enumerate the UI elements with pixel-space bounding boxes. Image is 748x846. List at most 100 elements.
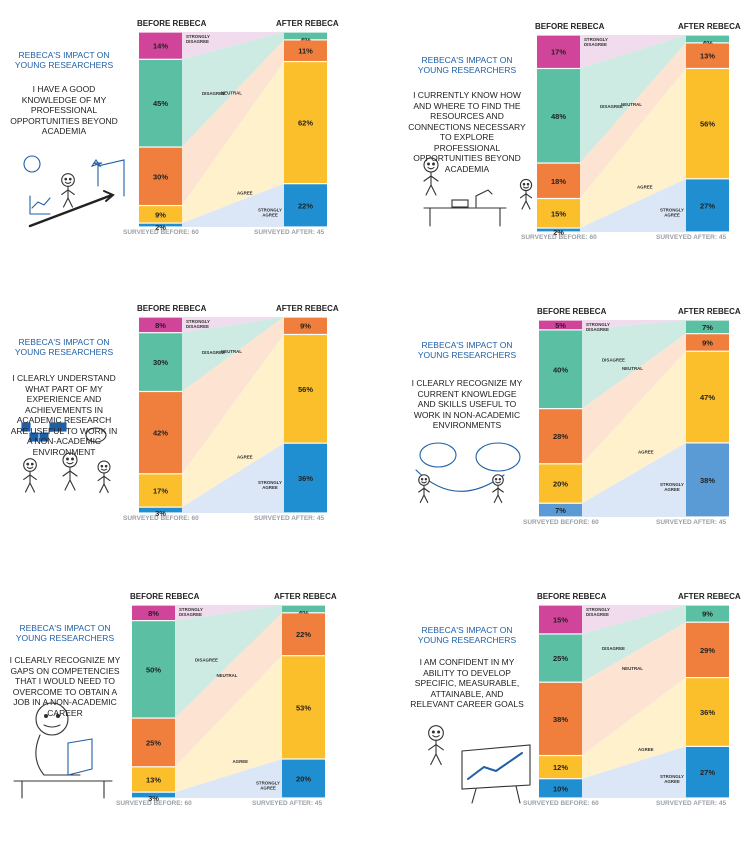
- survey-statement: I CURRENTLY KNOW HOW AND WHERE TO FIND T…: [408, 90, 526, 174]
- before-value-label: 25%: [146, 738, 161, 747]
- before-value-label: 20%: [553, 480, 568, 489]
- flow-band-strongly-agree: [175, 759, 282, 798]
- before-value-label: 30%: [153, 172, 168, 181]
- after-value-label: 4%: [300, 36, 311, 45]
- after-value-label: 27%: [700, 768, 715, 777]
- legend-label-strongly-disagree: STRONGLY DISAGREE: [586, 607, 610, 617]
- before-bar-strongly-disagree: [139, 32, 182, 59]
- illustration-laptop: [13, 702, 113, 799]
- before-bar-strongly-agree: [139, 507, 182, 513]
- after-column-title: AFTER REBECA: [274, 592, 337, 601]
- before-value-label: 42%: [153, 429, 168, 438]
- surveyed-before: SURVEYED BEFORE: 60: [523, 519, 599, 526]
- legend-label-strongly-agree: STRONGLY AGREE: [660, 482, 684, 492]
- before-bar-neutral: [132, 718, 175, 767]
- flow-band-agree: [182, 61, 284, 224]
- legend-label-neutral: NEUTRAL: [621, 102, 642, 107]
- legend-label-disagree: DISAGREE: [195, 657, 218, 662]
- before-value-label: 5%: [555, 321, 566, 330]
- after-bar-strongly-agree: [686, 443, 729, 517]
- before-bar-neutral: [537, 163, 580, 198]
- before-value-label: 2%: [553, 228, 564, 237]
- before-column-title: BEFORE REBECA: [537, 592, 607, 601]
- after-value-label: 29%: [700, 646, 715, 655]
- before-bar-strongly-disagree: [539, 320, 582, 330]
- after-bar-agree: [686, 69, 729, 179]
- after-bar-disagree: [282, 605, 325, 613]
- after-column-title: AFTER REBECA: [678, 307, 741, 316]
- legend-label-neutral: NEUTRAL: [622, 666, 643, 671]
- chart-panel: 8% 30% 42% 17% 3% 9% 56% 36% STRONGLY DISAGREE DIS…: [0, 295, 350, 545]
- surveyed-after: SURVEYED AFTER: 45: [656, 519, 727, 526]
- before-value-label: 48%: [551, 112, 566, 121]
- before-value-label: 7%: [555, 506, 566, 515]
- before-bar-agree: [537, 199, 580, 228]
- before-bar-strongly-agree: [539, 503, 582, 517]
- after-bar-neutral: [686, 622, 729, 678]
- legend-label-disagree: DISAGREE: [600, 104, 623, 109]
- before-value-label: 18%: [551, 177, 566, 186]
- after-bar-neutral: [686, 43, 729, 68]
- before-value-label: 13%: [146, 775, 161, 784]
- before-bar-strongly-agree: [132, 792, 175, 798]
- flow-band-strongly-agree: [182, 183, 284, 227]
- legend-label-disagree: DISAGREE: [602, 646, 625, 651]
- before-bar-disagree: [539, 330, 582, 409]
- legend-label-strongly-agree: STRONGLY AGREE: [660, 207, 684, 217]
- after-bar-strongly-agree: [284, 184, 327, 227]
- before-value-label: 25%: [553, 654, 568, 663]
- before-bar-agree: [539, 756, 582, 779]
- after-value-label: 22%: [298, 201, 313, 210]
- legend-label-agree: AGREE: [233, 759, 249, 764]
- after-bar-disagree: [284, 32, 327, 40]
- flow-band-disagree: [580, 35, 686, 164]
- before-bar-strongly-disagree: [537, 35, 580, 68]
- legend-label-strongly-agree: STRONGLY AGREE: [660, 774, 684, 784]
- after-value-label: 9%: [702, 338, 713, 347]
- survey-statement: I HAVE A GOOD KNOWLEDGE OF MY PROFESSION…: [10, 84, 118, 136]
- legend-label-strongly-disagree: STRONGLY DISAGREE: [179, 607, 203, 617]
- before-bar-disagree: [139, 59, 182, 147]
- legend-label-agree: AGREE: [237, 454, 253, 459]
- after-bar-strongly-agree: [686, 179, 729, 232]
- chart-panel: 5% 40% 28% 20% 7% 7% 9% 47% 38% STRONGLY DISAGREE D…: [396, 295, 746, 545]
- illustration-bubble: [415, 442, 521, 504]
- legend-label-strongly-disagree: STRONGLY DISAGREE: [186, 34, 210, 44]
- chart-panel: 15% 25% 38% 12% 10% 9% 29% 36% 27% STRONGLY DISAGR…: [396, 592, 746, 843]
- before-value-label: 12%: [553, 763, 568, 772]
- chart-panel: 8% 50% 25% 13% 3% 4% 22% 53% 20% STRONGLY DISAGREE…: [0, 592, 350, 843]
- after-value-label: 47%: [700, 393, 715, 402]
- flow-band-disagree: [582, 605, 686, 683]
- legend-label-strongly-agree: STRONGLY AGREE: [258, 207, 282, 217]
- after-bar-disagree: [686, 320, 729, 334]
- before-value-label: 38%: [553, 715, 568, 724]
- legend-label-neutral: NEUTRAL: [221, 90, 242, 95]
- surveyed-before: SURVEYED BEFORE: 60: [521, 234, 597, 241]
- before-value-label: 10%: [553, 784, 568, 793]
- before-bar-strongly-agree: [537, 228, 580, 232]
- chart-panel: 14% 45% 30% 9% 2% 4% 11% 62% 22% STRONGLY DISAGREE…: [0, 0, 350, 250]
- surveyed-before: SURVEYED BEFORE: 60: [116, 800, 192, 807]
- flow-band-strongly-agree: [582, 442, 686, 517]
- chart-svg: 5% 40% 28% 20% 7% 7% 9% 47% 38% STRONGLY DISAGREE D…: [415, 320, 729, 517]
- after-bar-agree: [282, 656, 325, 759]
- before-bar-agree: [132, 767, 175, 792]
- chart-panel: 17% 48% 18% 15% 2% 4% 13% 56% 27% STRONGLY DISAGRE…: [396, 0, 746, 250]
- before-value-label: 3%: [155, 509, 166, 518]
- after-bar-agree: [284, 335, 327, 443]
- before-value-label: 9%: [155, 210, 166, 219]
- surveyed-after: SURVEYED AFTER: 45: [254, 515, 325, 522]
- before-value-label: 15%: [553, 615, 568, 624]
- chart-svg: 14% 45% 30% 9% 2% 4% 11% 62% 22% STRONGLY DISAGREE…: [23, 32, 327, 232]
- before-bar-disagree: [132, 621, 175, 718]
- before-value-label: 40%: [553, 365, 568, 374]
- before-column-title: BEFORE REBECA: [537, 307, 607, 316]
- after-bar-neutral: [284, 40, 327, 61]
- legend-label-strongly-disagree: STRONGLY DISAGREE: [586, 322, 610, 332]
- before-bar-neutral: [539, 682, 582, 755]
- before-bar-neutral: [139, 392, 182, 474]
- before-bar-agree: [539, 464, 582, 503]
- after-value-label: 38%: [700, 476, 715, 485]
- impact-heading: REBECA'S IMPACT ON YOUNG RESEARCHERS: [417, 625, 517, 645]
- before-bar-disagree: [539, 634, 582, 682]
